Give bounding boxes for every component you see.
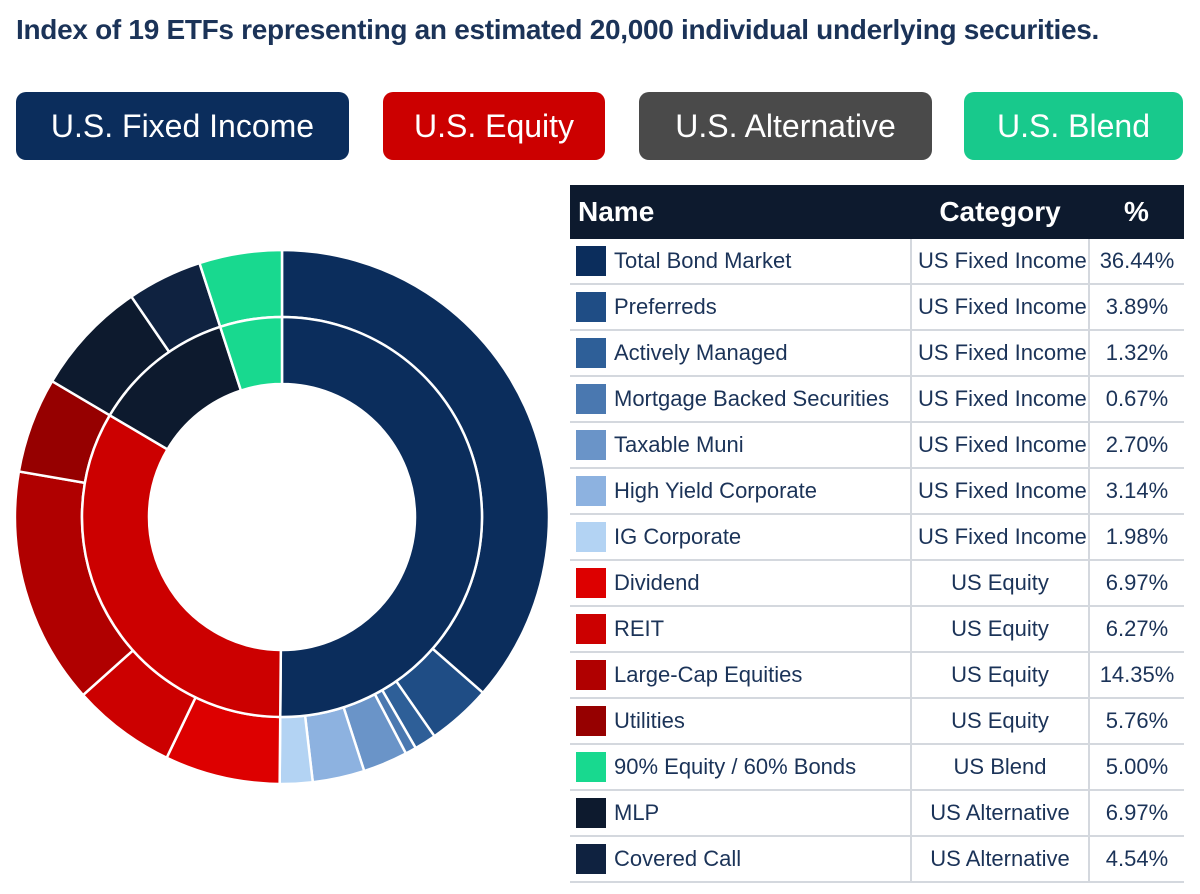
color-swatch	[576, 246, 606, 276]
row-name-cell: High Yield Corporate	[570, 468, 912, 515]
row-name-cell: MLP	[570, 790, 912, 837]
row-percent: 3.14%	[1089, 468, 1184, 515]
row-name-cell: Utilities	[570, 698, 912, 745]
color-swatch	[576, 430, 606, 460]
category-column-header: Category	[911, 185, 1089, 239]
row-category: US Fixed Income	[911, 468, 1090, 515]
row-name-cell: Large-Cap Equities	[570, 652, 912, 699]
row-name-cell: Taxable Muni	[570, 422, 912, 469]
row-name: Total Bond Market	[614, 248, 792, 273]
row-percent: 1.32%	[1089, 330, 1184, 377]
holdings-table: Name Category % Total Bond Market US Fixe…	[570, 185, 1184, 883]
table-row: Mortgage Backed Securities US Fixed Incom…	[570, 376, 1184, 423]
table-row: IG Corporate US Fixed Income 1.98%	[570, 514, 1184, 561]
name-column-header: Name	[570, 185, 911, 239]
row-name-cell: Preferreds	[570, 284, 912, 331]
row-category: US Equity	[911, 560, 1090, 607]
color-swatch	[576, 798, 606, 828]
table-row: Dividend US Equity 6.97%	[570, 560, 1184, 607]
color-swatch	[576, 568, 606, 598]
category-alternative-button[interactable]: U.S. Alternative	[639, 92, 932, 160]
table-header-row: Name Category %	[570, 185, 1184, 239]
row-name-cell: Total Bond Market	[570, 239, 912, 285]
row-percent: 6.97%	[1089, 790, 1184, 837]
row-name: IG Corporate	[614, 524, 742, 549]
row-percent: 1.98%	[1089, 514, 1184, 561]
row-name-cell: Dividend	[570, 560, 912, 607]
table-row: 90% Equity / 60% Bonds US Blend 5.00%	[570, 744, 1184, 791]
row-percent: 3.89%	[1089, 284, 1184, 331]
table-row: Total Bond Market US Fixed Income 36.44%	[570, 239, 1184, 285]
inner-ring-slice-us-equity	[80, 413, 283, 719]
row-name: MLP	[614, 800, 660, 825]
row-name-cell: Mortgage Backed Securities	[570, 376, 912, 423]
inner-ring-slice-us-fixed-income	[278, 315, 484, 719]
percent-column-header: %	[1089, 185, 1184, 239]
color-swatch	[576, 384, 606, 414]
table-row: Covered Call US Alternative 4.54%	[570, 836, 1184, 883]
table-row: Utilities US Equity 5.76%	[570, 698, 1184, 745]
category-blend-button[interactable]: U.S. Blend	[964, 92, 1183, 160]
row-name: Covered Call	[614, 846, 742, 871]
page-title: Index of 19 ETFs representing an estimat…	[16, 14, 1100, 45]
row-name: REIT	[614, 616, 665, 641]
row-name: High Yield Corporate	[614, 478, 818, 503]
row-category: US Fixed Income	[911, 422, 1090, 469]
row-percent: 36.44%	[1089, 239, 1184, 285]
inner-ring-slice-us-blend	[218, 315, 284, 393]
table-row: High Yield Corporate US Fixed Income 3.14%	[570, 468, 1184, 515]
table-row: MLP US Alternative 6.97%	[570, 790, 1184, 837]
row-name: 90% Equity / 60% Bonds	[614, 754, 857, 779]
row-category: US Fixed Income	[911, 514, 1090, 561]
color-swatch	[576, 338, 606, 368]
row-category: US Equity	[911, 698, 1090, 745]
row-category: US Alternative	[911, 836, 1090, 883]
row-category: US Fixed Income	[911, 239, 1090, 285]
table-row: Preferreds US Fixed Income 3.89%	[570, 284, 1184, 331]
color-swatch	[576, 844, 606, 874]
row-percent: 4.54%	[1089, 836, 1184, 883]
row-percent: 6.97%	[1089, 560, 1184, 607]
row-category: US Fixed Income	[911, 376, 1090, 423]
row-percent: 6.27%	[1089, 606, 1184, 653]
row-name: Actively Managed	[614, 340, 788, 365]
color-swatch	[576, 706, 606, 736]
row-percent: 14.35%	[1089, 652, 1184, 699]
color-swatch	[576, 660, 606, 690]
color-swatch	[576, 614, 606, 644]
row-percent: 5.00%	[1089, 744, 1184, 791]
row-category: US Alternative	[911, 790, 1090, 837]
row-percent: 2.70%	[1089, 422, 1184, 469]
row-name: Utilities	[614, 708, 685, 733]
row-name-cell: Covered Call	[570, 836, 912, 883]
color-swatch	[576, 522, 606, 552]
table-row: REIT US Equity 6.27%	[570, 606, 1184, 653]
color-swatch	[576, 752, 606, 782]
row-category: US Equity	[911, 652, 1090, 699]
row-category: US Equity	[911, 606, 1090, 653]
table-row: Large-Cap Equities US Equity 14.35%	[570, 652, 1184, 699]
row-name: Large-Cap Equities	[614, 662, 803, 687]
color-swatch	[576, 476, 606, 506]
row-name: Dividend	[614, 570, 700, 595]
row-name: Mortgage Backed Securities	[614, 386, 890, 411]
table-row: Taxable Muni US Fixed Income 2.70%	[570, 422, 1184, 469]
table-row: Actively Managed US Fixed Income 1.32%	[570, 330, 1184, 377]
category-equity-button[interactable]: U.S. Equity	[383, 92, 605, 160]
row-category: US Blend	[911, 744, 1090, 791]
donut-chart	[13, 250, 551, 786]
row-name-cell: IG Corporate	[570, 514, 912, 561]
row-name-cell: REIT	[570, 606, 912, 653]
row-name: Taxable Muni	[614, 432, 744, 457]
row-percent: 5.76%	[1089, 698, 1184, 745]
row-name-cell: Actively Managed	[570, 330, 912, 377]
row-percent: 0.67%	[1089, 376, 1184, 423]
row-category: US Fixed Income	[911, 284, 1090, 331]
category-fixed-income-button[interactable]: U.S. Fixed Income	[16, 92, 349, 160]
color-swatch	[576, 292, 606, 322]
row-category: US Fixed Income	[911, 330, 1090, 377]
row-name: Preferreds	[614, 294, 717, 319]
row-name-cell: 90% Equity / 60% Bonds	[570, 744, 912, 791]
